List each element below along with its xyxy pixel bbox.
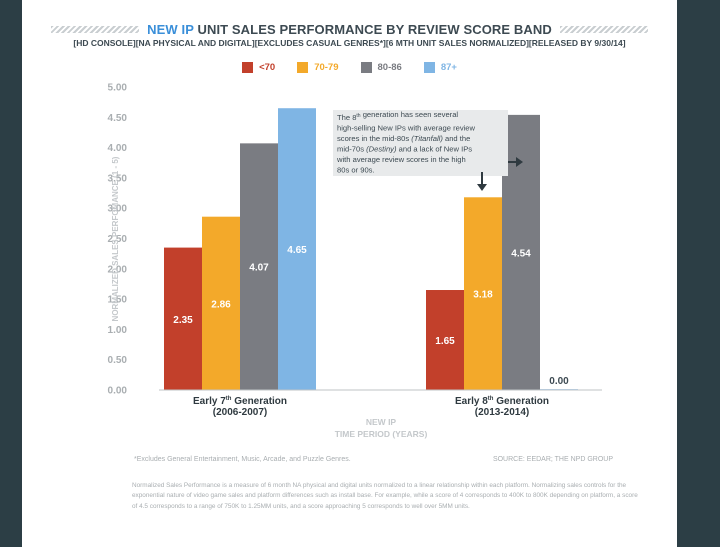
title-row: NEW IP UNIT SALES PERFORMANCE BY REVIEW …	[22, 21, 677, 37]
chart-subtitle: [HD CONSOLE][NA PHYSICAL AND DIGITAL][EX…	[73, 38, 626, 48]
chart-title: NEW IP UNIT SALES PERFORMANCE BY REVIEW …	[147, 22, 552, 37]
annotation-text-line: scores in the mid-80s (Titanfall) and th…	[337, 134, 470, 143]
annotation-box	[333, 110, 508, 176]
y-tick-label: 3.50	[108, 173, 128, 184]
bar-8086-0	[240, 143, 278, 390]
y-tick-label: 2.50	[108, 234, 128, 245]
bar-87-0	[278, 108, 316, 391]
annotation-text-line: mid-70s (Destiny) and a lack of New IPs	[337, 145, 472, 154]
bar-value-label: 2.86	[211, 299, 231, 310]
chart-card: NEW IP UNIT SALES PERFORMANCE BY REVIEW …	[22, 0, 677, 547]
bar-value-label: 0.00	[549, 376, 569, 387]
y-axis-title: NORMALIZED SALES PERFOMANCE (1 - 5)	[111, 156, 120, 321]
x-axis-title: NEW IP	[366, 417, 397, 427]
bar-70-0	[164, 247, 202, 390]
legend-item-70-79: 70-79	[297, 62, 339, 73]
chart-legend: <70 70-79 80-86 87+	[22, 62, 677, 73]
x-axis-subtitle: TIME PERIOD (YEARS)	[335, 429, 428, 439]
legend-label-87plus: 87+	[440, 62, 457, 73]
chart-title-rest: UNIT SALES PERFORMANCE BY REVIEW SCORE B…	[197, 21, 552, 37]
legend-item-lt70: <70	[242, 62, 275, 73]
title-hatch-left	[51, 25, 140, 33]
chart-title-accent: NEW IP	[147, 21, 194, 37]
y-tick-label: 2.00	[108, 264, 128, 275]
y-tick-label: 5.00	[108, 83, 128, 94]
y-tick-label: 4.50	[108, 113, 128, 124]
category-years-label: (2013-2014)	[475, 407, 529, 418]
y-tick-label: 3.00	[108, 204, 128, 215]
bar-value-label: 4.65	[287, 245, 307, 256]
legend-label-80-86: 80-86	[377, 62, 402, 73]
legend-item-87plus: 87+	[423, 62, 457, 73]
category-years-label: (2006-2007)	[213, 407, 267, 418]
bar-value-label: 4.54	[511, 248, 531, 259]
legend-label-lt70: <70	[259, 62, 276, 73]
methodology-note: Normalized Sales Performance is a measur…	[132, 482, 638, 510]
genre-footnote: *Excludes General Entertainment, Music, …	[134, 456, 351, 463]
y-tick-label: 1.00	[108, 325, 128, 336]
annotation-text-line: The 8th generation has seen several	[337, 110, 458, 122]
category-label: Early 8th Generation	[455, 396, 549, 407]
title-hatch-right	[559, 25, 648, 33]
bar-70-1	[426, 290, 464, 390]
legend-item-80-86: 80-86	[360, 62, 402, 73]
legend-label-70-79: 70-79	[314, 62, 339, 73]
bar-value-label: 2.35	[173, 315, 193, 326]
arrow-right-head-icon	[516, 157, 523, 167]
y-tick-label: 0.00	[108, 386, 128, 397]
legend-swatch-87plus	[423, 62, 435, 73]
legend-swatch-70-79	[297, 62, 309, 73]
arrow-down-head-icon	[477, 184, 487, 191]
category-label: Early 7th Generation	[193, 396, 287, 407]
y-tick-label: 4.00	[108, 143, 128, 154]
legend-swatch-lt70	[242, 62, 254, 73]
y-tick-label: 0.50	[108, 355, 128, 366]
bar-7079-0	[202, 216, 240, 390]
bar-value-label: 4.07	[249, 263, 269, 274]
source-note: SOURCE: EEDAR; THE NPD GROUP	[492, 456, 613, 463]
bar-value-label: 3.18	[473, 290, 493, 301]
annotation-text-line: 80s or 90s.	[337, 166, 375, 175]
bar-7079-1	[464, 197, 502, 390]
legend-swatch-80-86	[360, 62, 372, 73]
annotation-text-line: with average review scores in the high	[336, 155, 466, 164]
annotation-text-line: high-selling New IPs with average review	[337, 124, 476, 133]
bar-value-label: 1.65	[435, 336, 455, 347]
bar-chart: 0.00 0.50 1.00 1.50 2.00 2.50 3.00 3.50 4.00 4.50…	[108, 83, 602, 439]
y-tick-label: 1.50	[108, 295, 128, 306]
